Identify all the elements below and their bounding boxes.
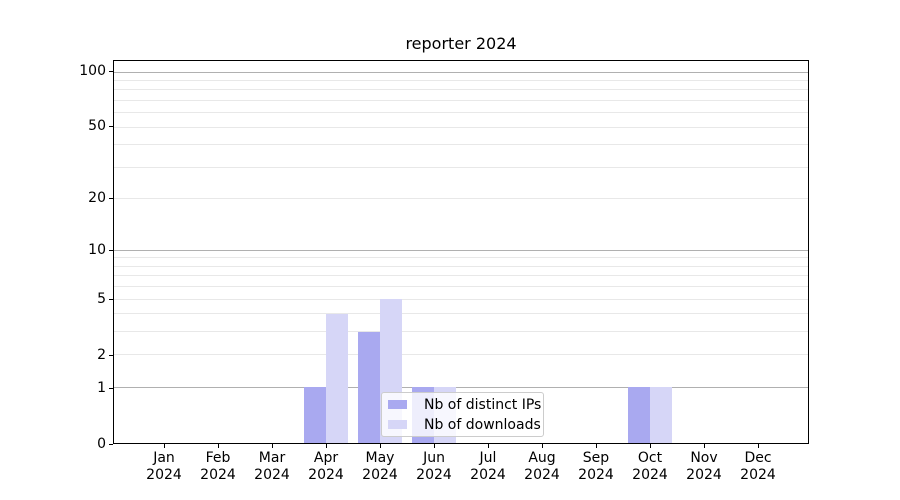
y-gridline-50 [114, 126, 808, 128]
x-tick-mark [325, 444, 327, 448]
y-gridline-8 [114, 265, 808, 267]
x-tick-mark [487, 444, 489, 448]
y-gridline-5 [114, 298, 808, 300]
bar-distinct-ips [304, 387, 326, 443]
legend-item-downloads: Nb of downloads [388, 417, 541, 433]
x-tick-label-feb: Feb 2024 [200, 450, 236, 483]
y-gridline-2 [114, 354, 808, 356]
x-tick-mark [757, 444, 759, 448]
x-tick-label-sep: Sep 2024 [578, 450, 614, 483]
y-tick-mark [109, 443, 113, 445]
x-tick-mark [649, 444, 651, 448]
y-gridline-10 [114, 249, 808, 251]
y-gridline-4 [114, 313, 808, 315]
y-tick-mark [109, 387, 113, 389]
legend: Nb of distinct IPs Nb of downloads [381, 392, 544, 437]
x-tick-mark [703, 444, 705, 448]
x-tick-mark [217, 444, 219, 448]
legend-item-distinct-ips: Nb of distinct IPs [388, 397, 541, 413]
y-tick-mark [109, 125, 113, 127]
plot-area: Nb of distinct IPs Nb of downloads [113, 60, 809, 444]
x-tick-label-jan: Jan 2024 [146, 450, 182, 483]
y-tick-label-2: 2 [97, 347, 106, 364]
x-tick-mark [163, 444, 165, 448]
y-tick-label-0: 0 [97, 436, 106, 452]
x-tick-label-jun: Jun 2024 [416, 450, 452, 483]
y-gridline-90 [114, 80, 808, 82]
chart-title: reporter 2024 [405, 34, 517, 53]
y-tick-mark [109, 70, 113, 72]
x-tick-mark [379, 444, 381, 448]
x-tick-mark [595, 444, 597, 448]
y-tick-label-50: 50 [88, 118, 106, 135]
x-tick-label-oct: Oct 2024 [632, 450, 668, 483]
x-tick-mark [271, 444, 273, 448]
bar-downloads [650, 387, 672, 443]
x-tick-label-jul: Jul 2024 [470, 450, 506, 483]
y-tick-label-20: 20 [88, 190, 106, 207]
x-tick-label-apr: Apr 2024 [308, 450, 344, 483]
y-gridline-9 [114, 257, 808, 259]
y-tick-label-100: 100 [79, 63, 106, 80]
y-gridline-20 [114, 197, 808, 199]
bar-downloads [326, 313, 348, 443]
x-tick-label-dec: Dec 2024 [740, 450, 776, 483]
y-gridline-6 [114, 286, 808, 288]
legend-swatch-distinct-ips-icon [388, 400, 407, 409]
y-gridline-60 [114, 112, 808, 114]
y-gridline-80 [114, 89, 808, 91]
x-tick-mark [541, 444, 543, 448]
y-gridline-40 [114, 144, 808, 146]
y-gridline-7 [114, 275, 808, 277]
x-tick-label-aug: Aug 2024 [524, 450, 560, 483]
y-tick-mark [109, 298, 113, 300]
y-gridline-100 [114, 71, 808, 73]
y-gridline-30 [114, 166, 808, 168]
y-gridline-70 [114, 99, 808, 101]
y-gridline-3 [114, 331, 808, 333]
legend-label-distinct-ips: Nb of distinct IPs [424, 396, 542, 413]
x-tick-label-mar: Mar 2024 [254, 450, 290, 483]
y-tick-label-10: 10 [88, 242, 106, 259]
legend-label-downloads: Nb of downloads [424, 416, 541, 433]
x-tick-label-may: May 2024 [362, 450, 398, 483]
legend-swatch-downloads-icon [388, 420, 407, 429]
y-tick-mark [109, 249, 113, 251]
y-gridline-1 [114, 386, 808, 388]
y-tick-label-5: 5 [97, 291, 106, 308]
x-tick-label-nov: Nov 2024 [686, 450, 722, 483]
y-tick-mark [109, 354, 113, 356]
bar-distinct-ips [358, 331, 380, 443]
bar-distinct-ips [628, 387, 650, 443]
x-tick-mark [433, 444, 435, 448]
y-tick-label-1: 1 [97, 380, 106, 396]
y-tick-mark [109, 197, 113, 199]
